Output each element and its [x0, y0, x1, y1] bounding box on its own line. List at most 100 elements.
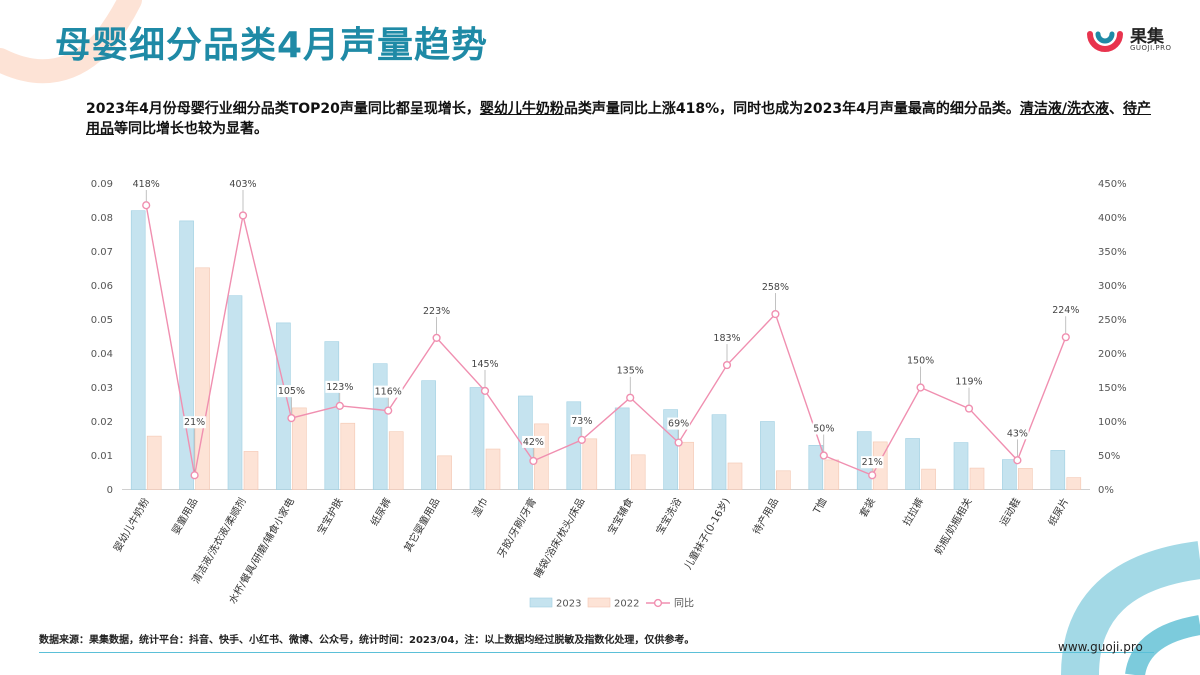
yoy-label-bg: [615, 364, 645, 377]
yoy-label-bg: [954, 375, 984, 388]
footer-divider: [39, 652, 1154, 653]
yoy-data-label: 223%: [423, 306, 450, 317]
yoy-label-bg: [906, 354, 935, 367]
yoy-data-label: 403%: [229, 179, 256, 190]
yoy-label-bg: [470, 357, 500, 370]
yoy-label-bg: [761, 281, 790, 294]
bar-2023: [905, 438, 920, 490]
yoy-data-label: 258%: [762, 282, 789, 293]
yoy-label-bg: [373, 385, 403, 398]
yoy-data-label: 119%: [955, 377, 982, 388]
legend-label-2022: 2022: [614, 599, 639, 610]
bar-2022: [534, 423, 549, 490]
bar-2022: [776, 470, 791, 490]
yoy-point: [529, 456, 538, 466]
summary-part-2: 品类声量同比上涨418%，同时也成为2023年4月声量最高的细分品类。: [563, 101, 1020, 117]
x-tick-label: 待产用品: [750, 496, 781, 537]
yoy-data-label: 123%: [326, 382, 353, 393]
bar-2022: [437, 455, 452, 490]
yoy-point: [190, 471, 199, 480]
yoy-label-bg: [131, 178, 161, 190]
x-tick-label: 儿童袜子(0-16岁): [681, 495, 733, 571]
y-left-tick-label: 0.05: [91, 315, 113, 326]
bar-2023: [1050, 450, 1066, 490]
yoy-data-label: 21%: [862, 457, 883, 468]
x-tick-label: 其它婴童用品: [401, 496, 442, 554]
bar-2022: [921, 468, 936, 490]
y-left-tick-label: 0.02: [91, 417, 113, 428]
bar-2022: [388, 431, 404, 490]
y-left-tick-label: 0.08: [91, 213, 113, 224]
bar-2023: [469, 387, 485, 490]
yoy-label-bg: [860, 456, 884, 469]
bar-2023: [276, 322, 291, 490]
yoy-data-label: 73%: [571, 416, 592, 427]
legend-swatch-2022: [587, 597, 611, 608]
yoy-data-label: 150%: [907, 356, 934, 367]
bar-2022: [679, 441, 694, 490]
y-left-tick-label: 0.09: [91, 179, 113, 190]
y-right-tick-label: 0%: [1098, 485, 1114, 496]
bar-2023: [324, 341, 340, 490]
y-right-tick-label: 200%: [1098, 349, 1127, 360]
yoy-point: [722, 360, 732, 370]
yoy-point: [964, 404, 974, 413]
yoy-data-label: 43%: [1007, 428, 1028, 439]
yoy-data-label: 69%: [668, 419, 689, 430]
bar-2022: [146, 435, 162, 490]
volume-trend-chart: 0 0.01 0.02 0.03 0.04 0.05 0.06 0.07 0.08 0.09 0% 5…: [91, 178, 1127, 610]
x-tick-label: 套装: [857, 496, 878, 520]
bar-2022: [630, 454, 646, 490]
yoy-point: [674, 438, 683, 447]
yoy-label-bg: [277, 385, 306, 398]
yoy-label-bg: [422, 304, 451, 317]
bar-2023: [227, 295, 243, 490]
data-source-note: 数据来源：果集数据，统计平台：抖音、快手、小红书、微博、公众号，统计时间：202…: [39, 635, 695, 646]
yoy-point: [626, 393, 635, 402]
bar-2022: [292, 407, 307, 490]
y-left-tick-label: 0.03: [91, 383, 113, 394]
x-tick-label: 宝宝洗浴: [653, 496, 684, 537]
yoy-data-label: 224%: [1052, 305, 1079, 316]
summary-part-3: 、: [1109, 101, 1123, 117]
y-right-tick-label: 300%: [1098, 281, 1127, 292]
bar-2022: [1018, 468, 1033, 490]
summary-highlight-milk-powder: 婴幼儿牛奶粉: [479, 101, 564, 117]
yoy-point: [287, 414, 296, 423]
yoy-point: [384, 406, 393, 415]
legend-swatch-yoy-marker: [653, 598, 663, 608]
y-right-tick-label: 150%: [1098, 383, 1127, 394]
yoy-point: [480, 386, 490, 396]
summary-text: 2023年4月份母婴行业细分品类TOP20声量同比都呈现增长，婴幼儿牛奶粉品类声…: [86, 99, 1156, 139]
yoy-data-label: 21%: [184, 417, 205, 428]
footer-url: www.guoji.pro: [1058, 640, 1143, 654]
y-right-tick-label: 100%: [1098, 417, 1127, 428]
yoy-data-label: 116%: [375, 387, 402, 398]
bar-2023: [1002, 459, 1017, 490]
y-left-tick-label: 0.06: [91, 281, 113, 292]
yoy-label-bg: [570, 414, 594, 427]
legend-label-2023: 2023: [556, 599, 581, 610]
bar-2022: [582, 438, 598, 490]
y-left-tick-label: 0: [107, 485, 113, 496]
yoy-point: [771, 309, 780, 319]
yoy-data-label: 105%: [278, 386, 305, 397]
yoy-point: [819, 451, 828, 460]
bar-2023: [179, 220, 194, 490]
x-tick-label: 纸尿裤: [368, 496, 394, 528]
summary-part-1: 2023年4月份母婴行业细分品类TOP20声量同比都呈现增长，: [86, 101, 480, 117]
bar-2022: [727, 462, 743, 490]
bar-2023: [372, 363, 388, 490]
yoy-point: [1061, 333, 1070, 342]
yoy-point: [335, 401, 344, 410]
summary-part-4: 等同比增长也较为显著。: [114, 121, 268, 137]
y-right-tick-label: 400%: [1098, 213, 1127, 224]
bar-2022: [969, 467, 985, 490]
bar-2023: [421, 380, 436, 490]
bar-2023: [953, 442, 969, 490]
y-left-tick-label: 0.01: [91, 451, 113, 462]
yoy-point: [916, 383, 925, 392]
y-right-tick-label: 50%: [1098, 451, 1120, 462]
guoji-logo-icon: [1087, 31, 1123, 52]
yoy-data-label: 42%: [523, 437, 544, 448]
